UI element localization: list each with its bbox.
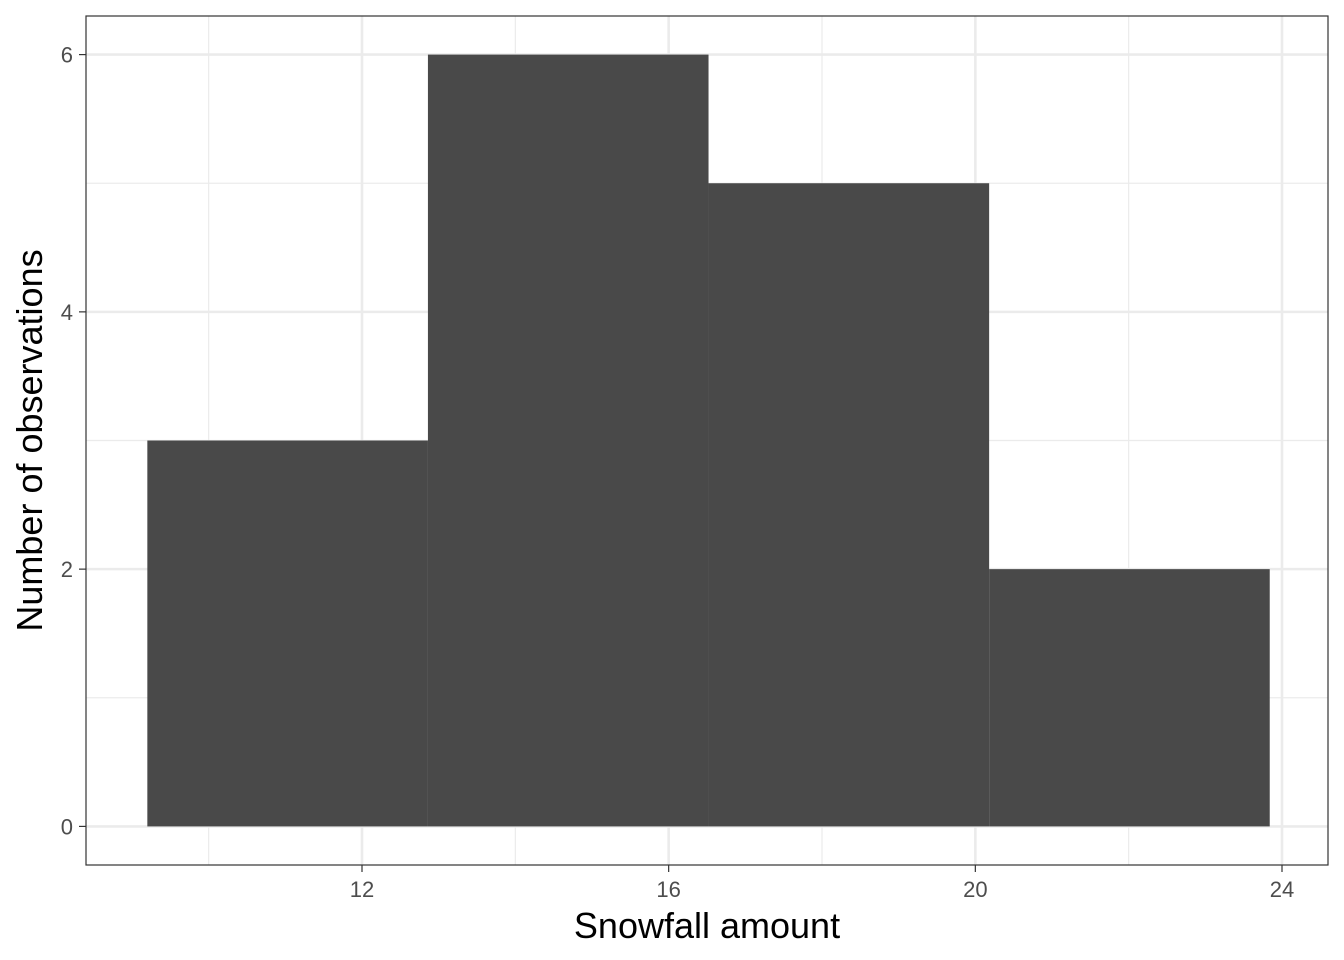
- histogram-bar: [708, 183, 990, 827]
- y-tick-label: 2: [61, 557, 73, 582]
- y-axis-ticks: 0 2 4 6: [61, 43, 86, 839]
- x-axis-ticks: 12 16 20 24: [350, 865, 1294, 902]
- y-tick-label: 0: [61, 814, 73, 839]
- x-tick-label: 24: [1270, 877, 1294, 902]
- histogram-bar: [989, 569, 1270, 827]
- x-tick-label: 20: [963, 877, 987, 902]
- histogram-bar: [147, 440, 428, 827]
- y-axis-title: Number of observations: [9, 249, 50, 631]
- x-axis-title: Snowfall amount: [574, 905, 840, 946]
- x-tick-label: 12: [350, 877, 374, 902]
- histogram-bars: [147, 54, 1270, 827]
- y-tick-label: 6: [61, 43, 73, 68]
- panel-border: [85, 15, 1329, 866]
- y-tick-label: 4: [61, 300, 73, 325]
- histogram-bar: [427, 54, 709, 827]
- x-tick-label: 16: [656, 877, 680, 902]
